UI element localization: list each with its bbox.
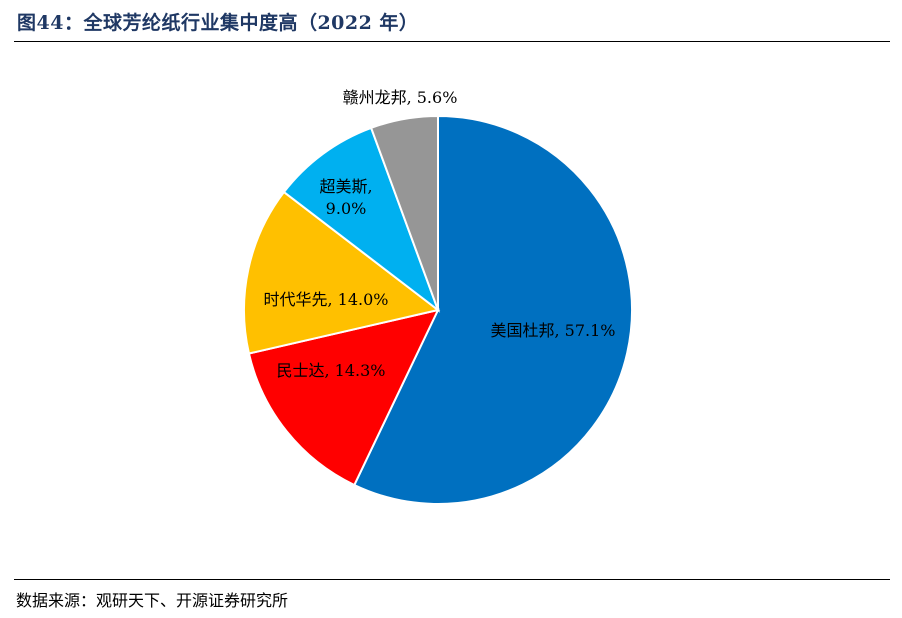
slice-label-line: 9.0% xyxy=(326,199,367,218)
slice-label-line: 赣州龙邦, 5.6% xyxy=(343,88,458,107)
pie-slice-4 xyxy=(282,126,441,313)
title-divider xyxy=(14,41,890,42)
pie-slice-5 xyxy=(369,114,439,311)
pie-slices xyxy=(243,114,633,505)
slice-label-line: 美国杜邦, 57.1% xyxy=(490,321,615,340)
pie-slice-2 xyxy=(247,308,440,487)
pie-slice-1 xyxy=(352,114,633,505)
slice-label-line: 超美斯, xyxy=(319,177,372,196)
pie-labels: 美国杜邦, 57.1% 民士达, 14.3% 时代华先, 14.0% 超美斯, 9.0%… xyxy=(263,88,615,380)
slice-label-4: 超美斯, 9.0% xyxy=(319,177,372,218)
chart-title: 图44：全球芳纶纸行业集中度高（2022 年） xyxy=(17,12,419,34)
slice-label-2: 民士达, 14.3% xyxy=(276,361,385,380)
source-note: 数据来源：观研天下、开源证券研究所 xyxy=(16,591,289,610)
slice-label-line: 时代华先, 14.0% xyxy=(263,290,388,309)
pie-slice-3 xyxy=(243,190,441,355)
slice-label-line: 民士达, 14.3% xyxy=(276,361,385,380)
slice-label-1: 美国杜邦, 57.1% xyxy=(490,321,615,340)
slice-label-5: 赣州龙邦, 5.6% xyxy=(343,88,458,107)
slice-label-3: 时代华先, 14.0% xyxy=(263,290,388,309)
source-divider xyxy=(14,579,890,580)
